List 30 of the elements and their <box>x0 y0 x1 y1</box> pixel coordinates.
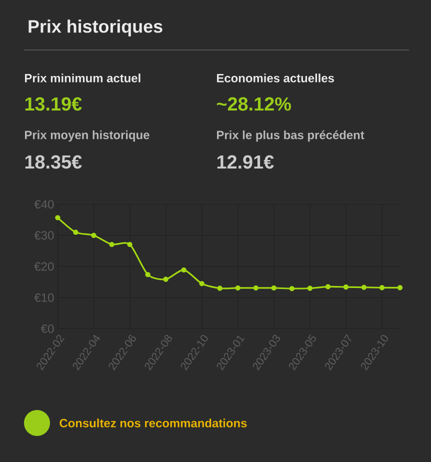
chart-title: Prix historiques <box>28 20 162 36</box>
point <box>271 285 276 291</box>
point <box>235 285 240 291</box>
text: Prix moyen historique <box>24 130 150 142</box>
text: Prix minimum actuel <box>24 74 140 82</box>
point <box>361 284 367 290</box>
point <box>253 285 258 291</box>
point <box>307 286 313 291</box>
text: ~28.12% <box>216 97 291 111</box>
point <box>289 286 295 292</box>
text: 13.19€ <box>25 97 82 111</box>
point <box>127 242 132 248</box>
text: 12.91€ <box>217 155 274 169</box>
point <box>397 285 403 290</box>
point <box>199 281 204 286</box>
text: Prix le plus bas précédent <box>217 130 364 142</box>
text: 18.35€ <box>25 155 82 169</box>
point <box>379 285 385 290</box>
point <box>217 286 222 291</box>
point <box>73 230 78 235</box>
point <box>55 215 60 220</box>
point <box>145 272 150 278</box>
point <box>91 232 96 238</box>
text: Economies actuelles <box>217 74 334 82</box>
point <box>109 242 114 248</box>
point <box>163 276 168 282</box>
point <box>181 267 186 273</box>
text: Consultez nos recommandations <box>60 418 247 428</box>
point <box>325 284 331 290</box>
point <box>343 284 349 290</box>
